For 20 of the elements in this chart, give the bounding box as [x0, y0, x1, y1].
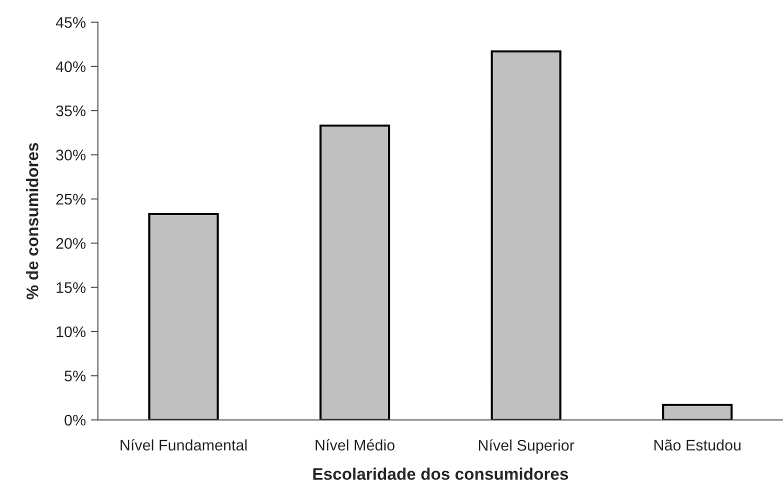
y-axis-title: % de consumidores: [26, 143, 38, 300]
y-tick-label: 40%: [56, 61, 86, 72]
x-tick-label: Nível Fundamental: [120, 439, 247, 451]
bar: [319, 124, 390, 420]
x-tick-label: Nível Médio: [316, 439, 394, 451]
x-axis-title: Escolaridade dos consumidores: [313, 468, 568, 480]
y-tick-label: 20%: [56, 238, 86, 249]
bar: [662, 404, 733, 420]
y-tick-label: 5%: [64, 370, 86, 382]
y-tick-label: 25%: [56, 194, 86, 205]
x-tick-label: Nível Superior: [478, 439, 574, 454]
y-tick-label: 10%: [56, 326, 86, 338]
y-tick-label: 35%: [56, 105, 86, 116]
bar: [148, 212, 219, 420]
y-tick-label: 30%: [56, 150, 86, 160]
bar: [490, 50, 562, 420]
y-tick-label: 45%: [56, 17, 86, 28]
y-tick-label: 15%: [56, 282, 86, 294]
y-tick-label: 0%: [64, 414, 86, 426]
x-tick-label: Não Estudou: [654, 439, 741, 451]
